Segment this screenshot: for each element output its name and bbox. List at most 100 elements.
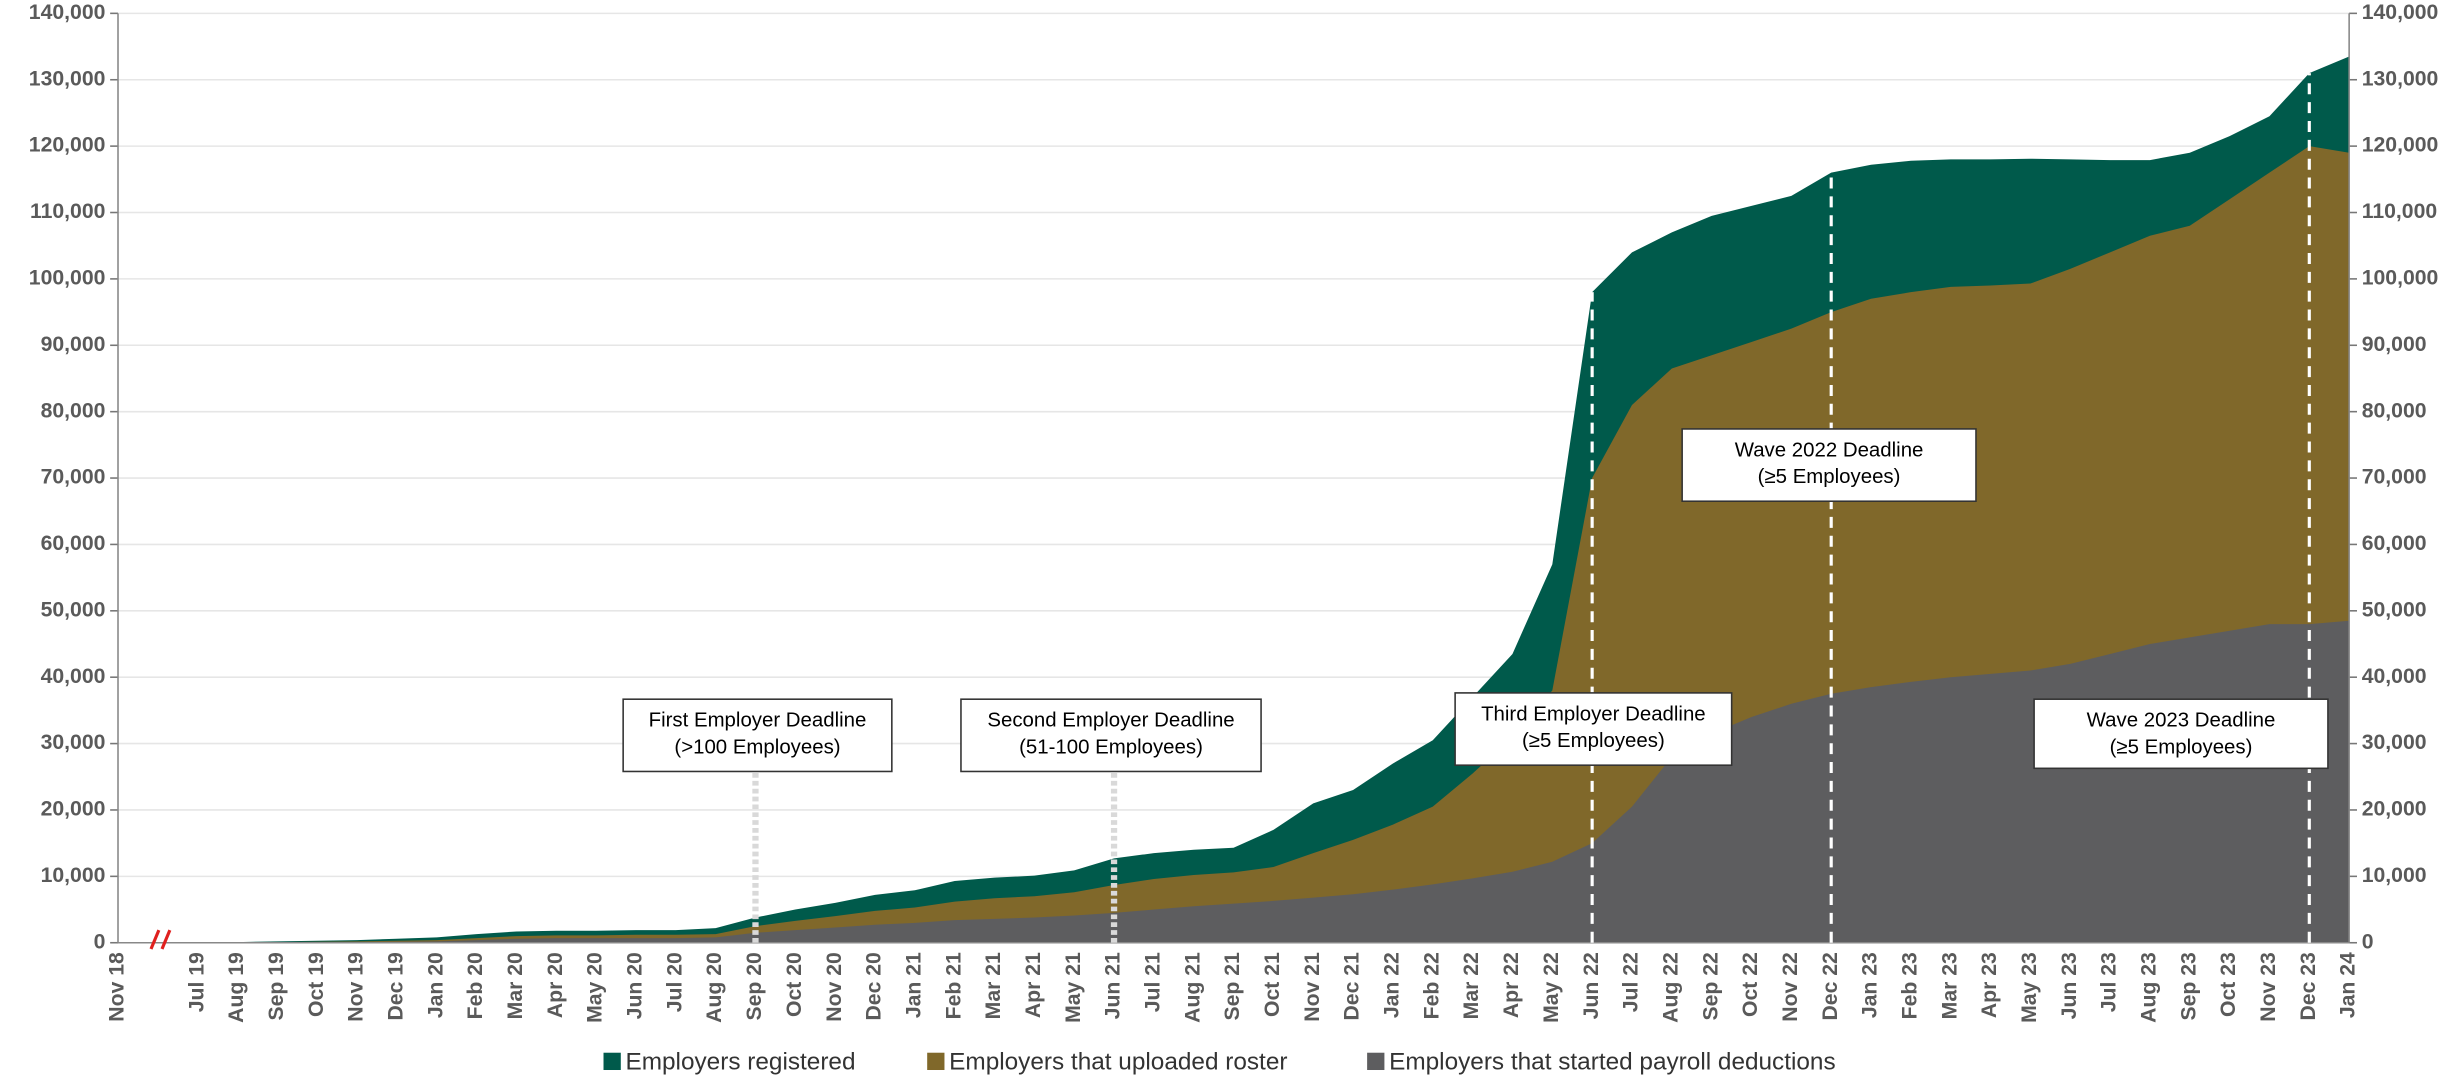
x-tick-label: Aug 20 xyxy=(703,952,726,1023)
x-tick-label: Sep 21 xyxy=(1221,952,1244,1021)
x-tick-label: Jun 22 xyxy=(1580,952,1603,1019)
x-tick-label: Feb 21 xyxy=(942,952,965,1019)
annotation-text: Wave 2022 Deadline xyxy=(1735,439,1924,461)
x-tick-label: Jun 21 xyxy=(1102,952,1125,1019)
y2-tick-label: 120,000 xyxy=(2362,134,2439,157)
x-tick-label: Sep 20 xyxy=(743,952,766,1020)
y-tick-label: 30,000 xyxy=(41,731,106,754)
x-tick-label: Aug 23 xyxy=(2138,952,2161,1023)
y-tick-label: 70,000 xyxy=(41,466,106,489)
y-tick-label: 110,000 xyxy=(30,200,105,223)
y2-tick-label: 80,000 xyxy=(2362,399,2427,422)
y-tick-label: 60,000 xyxy=(41,532,106,555)
x-tick-label: Jul 19 xyxy=(185,952,208,1012)
annotation-text: (≥5 Employees) xyxy=(1758,466,1901,488)
y-tick-label: 0 xyxy=(94,930,106,953)
x-tick-label: Dec 22 xyxy=(1819,952,1842,1020)
x-tick-label: Jun 23 xyxy=(2058,952,2081,1019)
x-tick-label: May 20 xyxy=(584,952,607,1023)
annotation-box xyxy=(1454,692,1733,766)
y-tick-label: 100,000 xyxy=(29,267,106,290)
x-tick-label: Mar 20 xyxy=(504,952,527,1019)
legend-label: Employers registered xyxy=(626,1048,856,1075)
annotation-text: Third Employer Deadline xyxy=(1481,703,1706,725)
x-tick-label: Feb 22 xyxy=(1420,952,1443,1019)
x-tick-label: Oct 22 xyxy=(1739,952,1762,1017)
annotation-box xyxy=(1681,428,1977,503)
y2-tick-label: 90,000 xyxy=(2362,333,2427,356)
y2-tick-label: 130,000 xyxy=(2362,67,2439,90)
x-tick-label: May 23 xyxy=(2018,952,2041,1023)
x-tick-label: Nov 18 xyxy=(106,952,129,1022)
x-tick-label: Oct 20 xyxy=(783,952,806,1017)
x-tick-label: Dec 20 xyxy=(863,952,886,1020)
annotation-box xyxy=(622,698,893,773)
x-tick-label: Apr 23 xyxy=(1978,952,2001,1018)
x-tick-label: May 21 xyxy=(1062,952,1085,1023)
x-tick-label: Nov 23 xyxy=(2257,952,2280,1022)
annotation-box xyxy=(2033,698,2329,770)
annotation-text: (≥5 Employees) xyxy=(2110,736,2253,758)
x-tick-label: Sep 19 xyxy=(265,952,288,1020)
x-tick-label: Oct 23 xyxy=(2217,952,2240,1017)
x-tick-label: Apr 22 xyxy=(1500,952,1523,1018)
y-tick-label: 80,000 xyxy=(41,399,106,422)
x-tick-label: Oct 19 xyxy=(305,952,328,1017)
axis-break xyxy=(160,929,172,950)
annotation-text: (51-100 Employees) xyxy=(1019,736,1203,758)
legend-label: Employers that started payroll deduction… xyxy=(1389,1048,1836,1075)
y-tick-label: 140,000 xyxy=(29,1,106,24)
x-tick-label: Feb 20 xyxy=(464,952,487,1019)
x-tick-label: May 22 xyxy=(1540,952,1563,1023)
x-tick-label: Nov 19 xyxy=(345,952,368,1022)
y2-tick-label: 140,000 xyxy=(2362,1,2439,24)
y2-tick-label: 10,000 xyxy=(2362,864,2427,887)
y-tick-label: 90,000 xyxy=(41,333,106,356)
x-tick-label: Jan 20 xyxy=(424,952,447,1018)
x-tick-label: Mar 22 xyxy=(1460,952,1483,1019)
y2-tick-label: 30,000 xyxy=(2362,731,2427,754)
x-tick-label: Apr 20 xyxy=(544,952,567,1018)
x-tick-label: Aug 22 xyxy=(1659,952,1682,1023)
x-tick-label: Dec 19 xyxy=(385,952,408,1020)
x-tick-label: Oct 21 xyxy=(1261,952,1284,1017)
y2-tick-label: 60,000 xyxy=(2362,532,2427,555)
y2-tick-label: 70,000 xyxy=(2362,466,2427,489)
x-tick-label: Jan 24 xyxy=(2337,952,2360,1018)
x-tick-label: Jan 23 xyxy=(1859,952,1882,1018)
y-tick-label: 50,000 xyxy=(41,598,106,621)
y2-tick-label: 20,000 xyxy=(2362,798,2427,821)
y2-tick-label: 50,000 xyxy=(2362,598,2427,621)
x-tick-label: Jul 21 xyxy=(1141,952,1164,1012)
area xyxy=(118,620,2350,943)
x-tick-label: Aug 19 xyxy=(225,952,248,1023)
x-tick-label: Dec 23 xyxy=(2297,952,2320,1021)
x-tick-label: Jan 21 xyxy=(902,952,925,1018)
annotation-text: Second Employer Deadline xyxy=(987,710,1234,732)
annotation-text: Wave 2023 Deadline xyxy=(2087,710,2276,732)
y-tick-label: 40,000 xyxy=(41,665,106,688)
axis-break xyxy=(149,929,161,950)
y-tick-label: 120,000 xyxy=(29,134,106,157)
y-tick-label: 20,000 xyxy=(41,798,106,821)
y2-tick-label: 110,000 xyxy=(2362,200,2437,223)
annotation-text: (≥5 Employees) xyxy=(1522,730,1665,752)
y2-tick-label: 0 xyxy=(2362,930,2374,953)
x-tick-label: Sep 23 xyxy=(2177,952,2200,1021)
annotation-box xyxy=(960,698,1262,773)
legend-swatch xyxy=(603,1052,621,1071)
x-tick-label: Nov 21 xyxy=(1301,952,1324,1022)
legend-swatch xyxy=(1367,1052,1385,1071)
y-tick-label: 130,000 xyxy=(29,67,106,90)
x-tick-label: Aug 21 xyxy=(1181,952,1204,1023)
x-tick-label: Jan 22 xyxy=(1381,952,1404,1018)
x-tick-label: Sep 22 xyxy=(1699,952,1722,1020)
x-tick-label: Jun 20 xyxy=(624,952,647,1019)
x-tick-label: Dec 21 xyxy=(1341,952,1364,1021)
x-tick-label: Jul 23 xyxy=(2098,952,2121,1012)
y2-tick-label: 100,000 xyxy=(2362,267,2439,290)
x-tick-label: Mar 23 xyxy=(1938,952,1961,1019)
annotation-text: (>100 Employees) xyxy=(674,736,840,758)
